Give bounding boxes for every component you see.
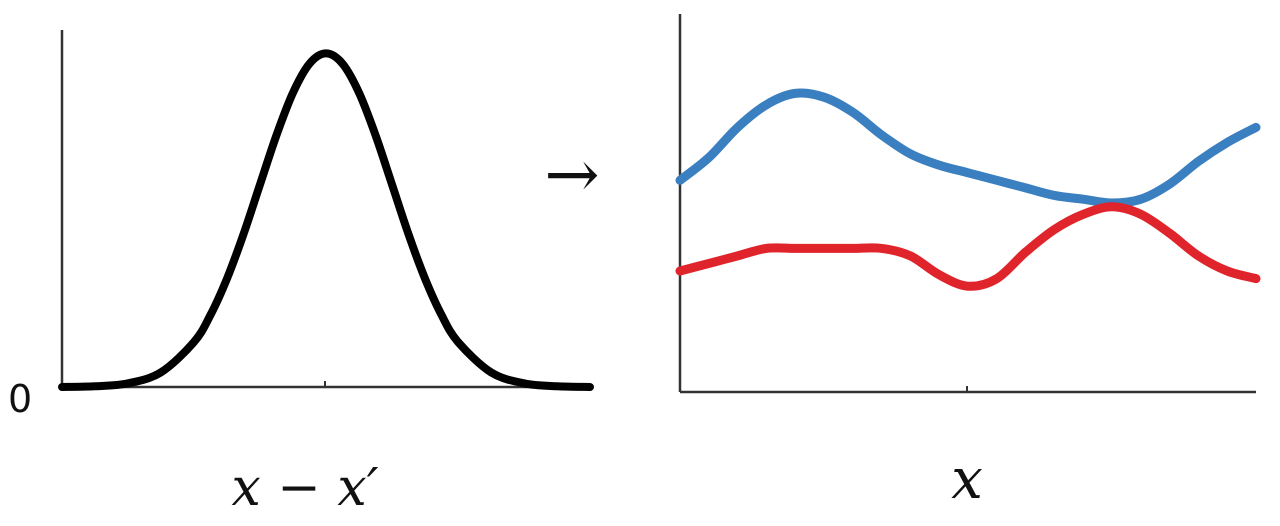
arrow-symbol: → bbox=[544, 136, 599, 213]
kernel-curve bbox=[58, 49, 594, 391]
red-sample-curve bbox=[675, 202, 1261, 291]
right-x-axis-label: x bbox=[951, 447, 983, 512]
right-panel: x bbox=[675, 14, 1261, 512]
left-y-tick-label: 0 bbox=[8, 377, 32, 421]
blue-sample-curve bbox=[675, 88, 1261, 208]
left-panel: 0 x − x′ bbox=[8, 30, 594, 518]
left-x-axis-label: x − x′ bbox=[231, 458, 378, 518]
